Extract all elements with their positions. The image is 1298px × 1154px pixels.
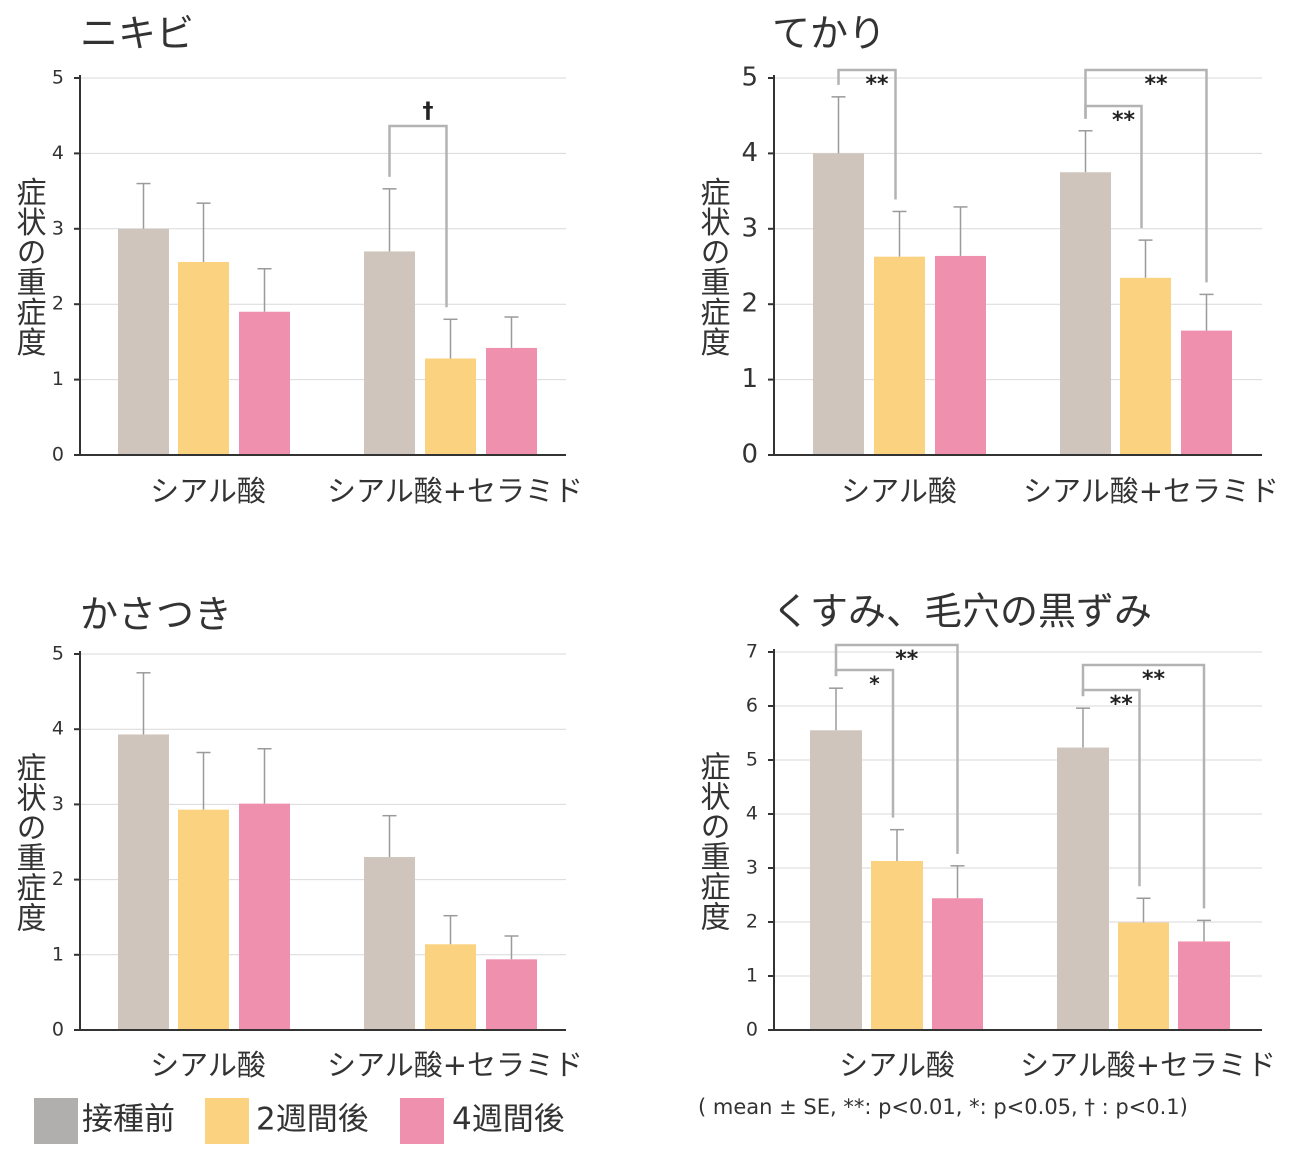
bar	[118, 734, 169, 1030]
significance-label: *	[869, 672, 880, 696]
chart-title: くすみ、毛穴の黒ずみ	[772, 590, 1152, 634]
significance-label: **	[865, 72, 889, 97]
significance-bracket	[1084, 68, 1208, 283]
y-tick-label: 7	[746, 641, 758, 663]
x-category-label: シアル酸	[150, 1048, 266, 1082]
y-tick-label: 5	[741, 63, 758, 93]
bar	[1181, 330, 1232, 455]
y-tick-label: 3	[746, 857, 758, 879]
y-tick-label: 1	[741, 364, 758, 394]
bar	[813, 153, 864, 455]
y-axis-label: 症状の重症度	[11, 752, 47, 932]
bar	[935, 255, 986, 455]
y-tick-label: 4	[746, 803, 758, 825]
bar	[239, 311, 290, 455]
bar	[932, 898, 983, 1030]
significance-label: **	[1144, 72, 1168, 97]
y-tick-label: 0	[52, 1019, 64, 1041]
x-category-label: シアル酸+セラミド	[1023, 474, 1279, 508]
significance-bracket	[837, 68, 897, 200]
statistics-note: ( mean ± SE, **: p<0.01, *: p<0.05, † : …	[698, 1095, 1188, 1119]
y-tick-label: 3	[741, 213, 758, 243]
y-axis-label: 症状の重症度	[695, 751, 731, 931]
chart-title: かさつき	[80, 593, 232, 637]
legend-label: 接種前	[82, 1102, 175, 1138]
bar	[178, 261, 229, 455]
y-axis-label: 症状の重症度	[695, 177, 731, 357]
y-axis-label: 症状の重症度	[11, 177, 47, 357]
y-tick-label: 2	[746, 911, 758, 933]
significance-label: **	[1110, 692, 1134, 717]
significance-bracket	[388, 124, 448, 308]
y-tick-label: 5	[746, 749, 758, 771]
y-tick-label: 0	[52, 444, 64, 466]
bar	[178, 809, 229, 1030]
bar	[364, 251, 415, 455]
y-tick-label: 1	[52, 943, 64, 965]
legend: 接種前 2週間後 4週間後	[34, 1098, 565, 1144]
bar	[364, 857, 415, 1030]
chart-title: てかり	[772, 12, 886, 56]
y-tick-label: 0	[746, 1019, 758, 1041]
y-tick-label: 2	[741, 289, 758, 319]
bar	[425, 944, 476, 1030]
significance-label: **	[1112, 108, 1136, 133]
bar	[486, 959, 537, 1030]
bar	[239, 803, 290, 1030]
y-tick-label: 3	[52, 217, 64, 239]
y-tick-label: 4	[52, 718, 64, 740]
bar	[486, 347, 537, 455]
significance-bracket	[1081, 663, 1206, 909]
bar	[810, 730, 862, 1030]
legend-label: 2週間後	[256, 1102, 369, 1138]
x-category-label: シアル酸+セラミド	[1020, 1048, 1276, 1082]
y-tick-label: 1	[746, 965, 758, 987]
y-tick-label: 3	[52, 793, 64, 815]
x-category-label: シアル酸	[150, 474, 266, 508]
bar	[1120, 277, 1171, 455]
bar	[1060, 172, 1111, 455]
x-category-label: シアル酸	[839, 1048, 955, 1082]
x-category-label: シアル酸+セラミド	[327, 1048, 583, 1082]
y-tick-label: 5	[52, 67, 64, 89]
legend-swatch	[400, 1098, 444, 1144]
y-tick-label: 5	[52, 643, 64, 665]
x-category-label: シアル酸	[841, 474, 957, 508]
x-category-label: シアル酸+セラミド	[327, 474, 583, 508]
y-tick-label: 1	[52, 368, 64, 390]
legend-label: 4週間後	[452, 1102, 565, 1138]
bar	[425, 358, 476, 455]
bar	[874, 256, 925, 455]
significance-bracket	[834, 643, 959, 854]
bar	[1057, 747, 1109, 1030]
y-tick-label: 0	[741, 440, 758, 470]
bar	[871, 860, 923, 1030]
y-tick-label: 2	[52, 293, 64, 315]
bar	[118, 228, 169, 455]
significance-label: **	[1142, 667, 1166, 692]
significance-label: **	[895, 647, 919, 672]
bar	[1178, 941, 1230, 1030]
y-tick-label: 6	[746, 695, 758, 717]
significance-label: †	[423, 99, 434, 124]
legend-swatch	[34, 1098, 78, 1144]
y-tick-label: 2	[52, 868, 64, 890]
y-tick-label: 4	[741, 138, 758, 168]
chart-title: ニキビ	[80, 12, 194, 56]
legend-swatch	[205, 1098, 249, 1144]
bar	[1118, 922, 1169, 1030]
y-tick-label: 4	[52, 142, 64, 164]
